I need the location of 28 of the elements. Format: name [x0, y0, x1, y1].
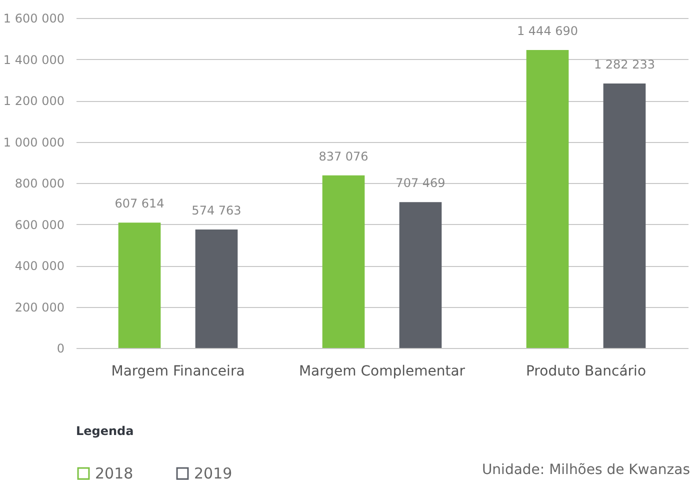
text: 1 282 233 — [594, 58, 656, 72]
legend-title: Legenda — [76, 424, 134, 438]
bar — [603, 84, 646, 348]
legend-label: 2019 — [194, 464, 232, 480]
y-tick-label: 1 400 000 — [3, 52, 64, 67]
text: 574 763 — [192, 203, 242, 218]
x-tick-label: Produto Bancário — [526, 364, 646, 380]
y-tick-label: 200 000 — [14, 300, 64, 314]
bar — [195, 229, 238, 348]
bar — [526, 50, 569, 348]
text: 1 444 690 — [516, 24, 578, 38]
y-tick-label: 800 000 — [14, 176, 64, 190]
text: 607 614 — [114, 196, 164, 211]
text: 837 076 — [318, 149, 368, 164]
x-tick-label: Margem Financeira — [111, 364, 245, 380]
text: 707 469 — [396, 176, 446, 190]
y-tick-label: 400 000 — [14, 259, 64, 273]
y-tick-label: 0 — [56, 342, 64, 356]
legend-label: 2018 — [95, 464, 134, 480]
y-tick-label: 1 200 000 — [3, 94, 64, 108]
y-tick-label: 1 600 000 — [3, 12, 64, 26]
text: Unidade: Milhões de Kwanzas — [482, 462, 690, 478]
y-tick-label: 600 000 — [14, 218, 64, 232]
bar — [399, 202, 442, 348]
y-tick-label: 1 000 000 — [3, 135, 64, 150]
bar — [322, 175, 365, 348]
bar — [118, 222, 161, 348]
x-tick-label: Margem Complementar — [298, 364, 466, 380]
